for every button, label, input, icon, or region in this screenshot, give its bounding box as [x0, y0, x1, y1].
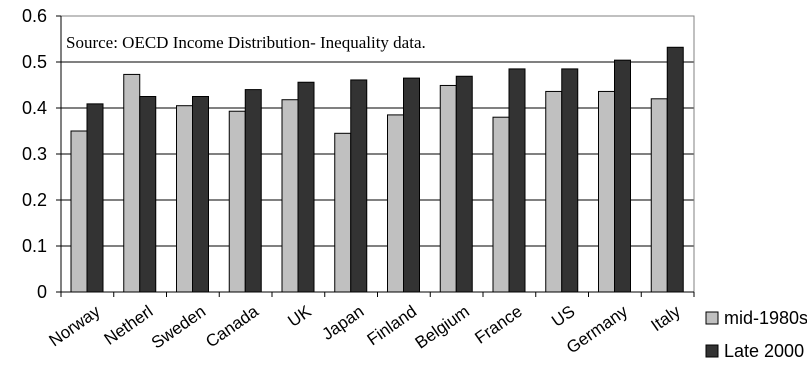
x-category-label: Netherl: [101, 302, 157, 349]
bar-late-2000-norway: [86, 103, 104, 293]
legend-swatch: [705, 344, 719, 358]
bar-late-2000-italy: [666, 46, 684, 293]
bar-mid-1980s-france: [492, 116, 510, 293]
bar-late-2000-us: [561, 68, 579, 293]
x-category-label: Japan: [319, 302, 368, 344]
bar-mid-1980s-netherl: [123, 73, 141, 293]
bar-late-2000-germany: [614, 59, 631, 293]
x-category-label: Germany: [563, 301, 632, 357]
bar-late-2000-finland: [403, 77, 420, 293]
y-tick-label: 0: [37, 282, 47, 302]
bar-mid-1980s-germany: [598, 90, 615, 293]
bar-late-2000-japan: [350, 79, 368, 293]
bar-late-2000-sweden: [192, 96, 209, 293]
bar-mid-1980s-norway: [70, 130, 88, 293]
x-category-label: Canada: [202, 301, 262, 351]
bar-mid-1980s-belgium: [439, 84, 457, 293]
bars-group: [70, 46, 684, 293]
y-tick-label: 0.2: [22, 190, 47, 210]
legend-label: Late 2000: [724, 341, 804, 361]
bar-late-2000-netherl: [139, 96, 157, 293]
x-category-label: France: [471, 302, 525, 348]
x-category-label: UK: [284, 301, 315, 330]
y-tick-label: 0.3: [22, 144, 47, 164]
x-category-label: Sweden: [148, 302, 209, 353]
axes-group: [56, 15, 695, 297]
x-category-label: Italy: [647, 301, 684, 335]
legend: mid-1980s Late 2000: [705, 308, 807, 361]
bar-mid-1980s-canada: [228, 110, 246, 293]
y-tick-label: 0.1: [22, 236, 47, 256]
y-tick-label: 0.4: [22, 98, 47, 118]
source-annotation-text: Source: OECD Income Distribution- Inequa…: [66, 33, 426, 52]
bar-mid-1980s-us: [545, 90, 563, 293]
legend-swatch: [705, 311, 719, 325]
bar-mid-1980s-sweden: [176, 105, 193, 293]
x-category-label: Norway: [46, 301, 105, 350]
x-category-label: US: [548, 302, 578, 331]
bar-late-2000-uk: [297, 81, 315, 293]
bar-mid-1980s-uk: [281, 99, 299, 293]
bar-mid-1980s-finland: [387, 114, 404, 293]
x-category-label: Belgium: [412, 302, 473, 353]
bar-late-2000-canada: [244, 89, 262, 293]
y-tick-label: 0.5: [22, 52, 47, 72]
legend-label: mid-1980s: [724, 308, 807, 328]
bar-late-2000-france: [508, 68, 526, 293]
y-axis-tick-labels: 0 0.1 0.2 0.3 0.4 0.5 0.6: [22, 6, 47, 302]
x-category-label: Finland: [364, 302, 421, 350]
bar-late-2000-belgium: [455, 75, 473, 293]
y-tick-label: 0.6: [22, 6, 47, 26]
source-annotation-background: [63, 29, 533, 57]
bar-mid-1980s-italy: [650, 98, 668, 293]
source-annotation-box: Source: OECD Income Distribution- Inequa…: [63, 29, 533, 57]
bar-mid-1980s-japan: [334, 132, 352, 293]
